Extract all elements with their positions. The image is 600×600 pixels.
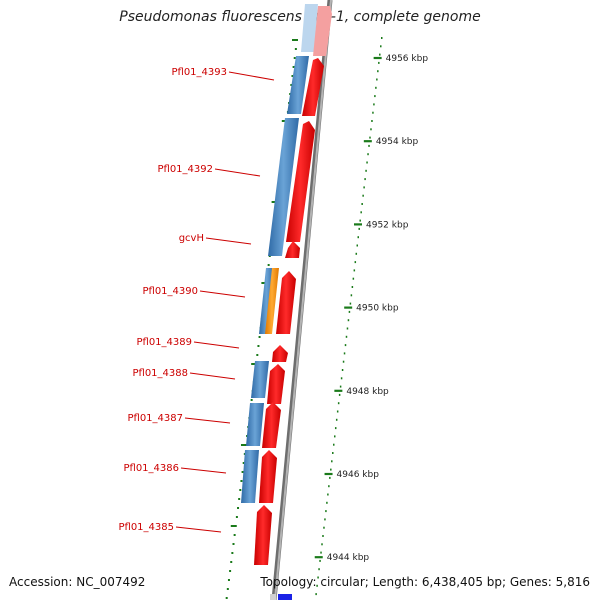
feature-red-3 [286, 121, 315, 242]
genome-backbone [271, 0, 333, 600]
feature-red-2 [302, 58, 324, 116]
kbp-tick-label: 4950 kbp [356, 304, 399, 314]
feature-red-8 [262, 402, 281, 448]
gene-label: Pfl01_4390 [142, 286, 198, 297]
feature-red-1 [313, 6, 332, 56]
gene-label: gcvH [179, 233, 204, 244]
kbp-tick-label: 4952 kbp [366, 220, 409, 230]
gene-label: Pfl01_4388 [132, 368, 188, 379]
gene-label: Pfl01_4387 [127, 413, 183, 424]
kbp-tick-label: 4954 kbp [376, 137, 419, 147]
feature-orange [265, 268, 279, 334]
gene-label: Pfl01_4393 [171, 67, 227, 78]
kbp-tick-label: 4956 kbp [386, 54, 429, 64]
outer-tick-track [315, 37, 383, 596]
feature-red-5 [276, 271, 296, 334]
gene-label: Pfl01_4392 [157, 164, 213, 175]
feature-red-9 [259, 450, 277, 503]
forward-strand-features [254, 6, 332, 565]
kbp-tick-label: 4944 kbp [327, 553, 370, 563]
gene-label-group: Pfl01_4393 Pfl01_4392 gcvH Pfl01_4390 Pf… [118, 67, 275, 533]
reverse-strand-features [241, 4, 318, 503]
feature-blue-3 [268, 118, 299, 256]
origin-marker [278, 594, 292, 600]
kbp-tick-label: 4948 kbp [346, 387, 389, 397]
feature-blue-1 [301, 4, 318, 52]
feature-red-4 [285, 241, 300, 258]
feature-blue-7 [241, 450, 259, 503]
accession-text: Accession: NC_007492 [9, 575, 146, 589]
feature-blue-2 [287, 56, 309, 114]
kbp-tick-label: 4946 kbp [337, 470, 380, 480]
gene-label: Pfl01_4385 [118, 522, 174, 533]
feature-blue-5 [251, 361, 269, 398]
gene-label: Pfl01_4389 [136, 337, 192, 348]
feature-red-7 [267, 364, 285, 404]
feature-red-6 [272, 345, 288, 362]
map-title: Pseudomonas fluorescens PfO-1, complete … [119, 9, 481, 25]
kbp-scale: 4956 kbp 4954 kbp 4952 kbp 4950 kbp 4948 kbp… [314, 54, 429, 563]
feature-blue-6 [246, 403, 264, 446]
genome-summary-text: Topology: circular; Length: 6,438,405 bp… [260, 575, 590, 589]
feature-red-10 [254, 505, 272, 565]
gene-label: Pfl01_4386 [123, 463, 179, 474]
